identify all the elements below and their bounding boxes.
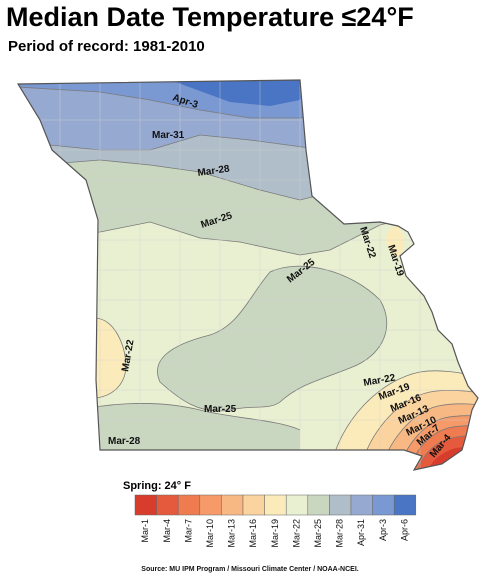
- legend-swatch: [285, 494, 309, 516]
- legend-label: Apr-31: [356, 519, 366, 546]
- contour-label-mar-28: Mar-28: [197, 164, 231, 179]
- legend-label: Mar-7: [183, 519, 193, 543]
- zone-mar-19-ne: [386, 226, 404, 257]
- source-note: Source: MU IPM Program / Missouri Climat…: [141, 566, 359, 573]
- contour-label-mar-25-south: Mar-25: [204, 404, 237, 415]
- figure-subtitle: Period of record: 1981-2010: [8, 38, 205, 55]
- legend-label: Apr-3: [378, 519, 388, 541]
- zone-mar-19-west: [96, 318, 126, 398]
- legend-label: Mar-22: [291, 519, 301, 548]
- legend-swatch: [264, 494, 287, 516]
- legend-swatch: [393, 494, 417, 516]
- legend-swatch: [199, 494, 222, 516]
- legend-label: Mar-1: [140, 519, 150, 543]
- legend-label: Mar-25: [313, 519, 323, 548]
- legend-label: Mar-10: [205, 519, 215, 548]
- figure-title: Median Date Temperature ≤24°F: [6, 2, 414, 32]
- legend-swatch: [177, 494, 201, 516]
- legend: Mar-1 Mar-4 Mar-7 Mar-10 Mar-13 Mar-16 Mar-19 M…: [134, 494, 417, 548]
- legend-swatch: [329, 494, 352, 516]
- zone-apr-6: [170, 80, 310, 106]
- legend-label: Mar-19: [270, 519, 280, 548]
- legend-title: Spring: 24° F: [123, 480, 191, 492]
- legend-label: Mar-13: [227, 519, 237, 548]
- state-outline: [16, 79, 479, 471]
- legend-swatch: [350, 494, 373, 516]
- zone-mar-28-south: [18, 429, 100, 450]
- contour-label-mar-31: Mar-31: [152, 130, 185, 141]
- legend-label: Mar-4: [162, 519, 172, 543]
- legend-swatch: [134, 494, 157, 516]
- contour-fill: [18, 80, 478, 470]
- contour-label-mar-28-south: Mar-28: [108, 436, 141, 447]
- legend-label: Mar-16: [248, 519, 258, 548]
- legend-swatch: [242, 494, 265, 516]
- legend-label: Apr-6: [399, 519, 409, 541]
- legend-swatch: [307, 494, 330, 516]
- zone-mar-25-central: [157, 266, 387, 411]
- legend-swatch: [156, 494, 179, 516]
- legend-label: Mar-28: [335, 519, 345, 548]
- legend-swatch: [372, 494, 395, 516]
- legend-swatch: [221, 494, 244, 516]
